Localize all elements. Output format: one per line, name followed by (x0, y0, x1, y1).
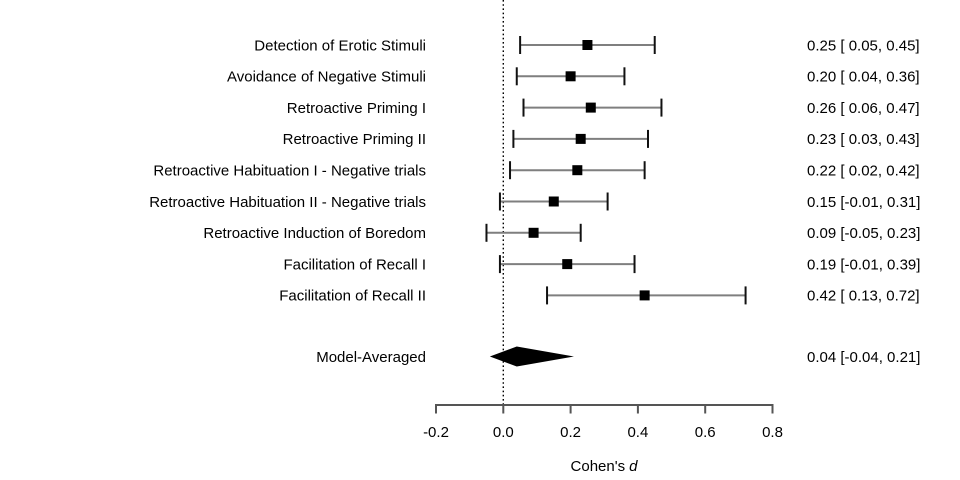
x-axis-title-italic: d (629, 458, 638, 475)
study-rows: Detection of Erotic Stimuli 0.25 [ 0.05, … (149, 36, 920, 305)
study-label: Retroactive Habituation II - Negative tr… (149, 194, 426, 211)
x-axis-tick: 0.4 (627, 405, 648, 441)
tick-label: 0.8 (762, 424, 783, 441)
estimate-value-text: 0.15 [-0.01, 0.31] (807, 194, 920, 211)
study-label: Avoidance of Negative Stimuli (227, 69, 426, 86)
summary-value-text: 0.04 [-0.04, 0.21] (807, 349, 920, 366)
study-row: Retroactive Habituation II - Negative tr… (149, 192, 920, 211)
estimate-value-text: 0.09 [-0.05, 0.23] (807, 225, 920, 242)
study-row: Facilitation of Recall II 0.42 [ 0.13, 0.… (279, 286, 920, 305)
study-label: Retroactive Induction of Boredom (203, 225, 426, 242)
x-axis-title: Cohen's d (571, 458, 639, 475)
study-row: Facilitation of Recall I 0.19 [-0.01, 0.3… (283, 255, 920, 273)
x-axis-tick: 0.0 (493, 405, 514, 441)
estimate-value-text: 0.20 [ 0.04, 0.36] (807, 69, 920, 86)
estimate-marker (548, 196, 559, 207)
estimate-marker (562, 259, 573, 270)
tick-label: 0.0 (493, 424, 514, 441)
estimate-marker (528, 227, 539, 238)
x-axis-ticks: -0.2 0.0 0.2 0.4 0.6 0.8 (423, 405, 783, 441)
tick-label: 0.6 (695, 424, 716, 441)
estimate-marker (565, 71, 576, 82)
estimate-value-text: 0.26 [ 0.06, 0.47] (807, 100, 920, 117)
study-row: Avoidance of Negative Stimuli 0.20 [ 0.04… (227, 67, 920, 86)
x-axis-tick: -0.2 (423, 405, 449, 441)
tick-label: 0.4 (627, 424, 648, 441)
x-axis-tick: 0.8 (762, 405, 783, 441)
estimate-marker (575, 133, 586, 144)
study-row: Retroactive Priming II 0.23 [ 0.03, 0.43] (283, 129, 920, 148)
estimate-marker (582, 40, 593, 50)
estimate-marker (585, 102, 596, 113)
tick-label: -0.2 (423, 424, 449, 441)
estimate-value-text: 0.42 [ 0.13, 0.72] (807, 288, 920, 305)
study-label: Facilitation of Recall I (283, 256, 426, 273)
study-row: Retroactive Induction of Boredom 0.09 [-0… (203, 223, 920, 242)
estimate-marker (639, 290, 650, 301)
study-row: Detection of Erotic Stimuli 0.25 [ 0.05, … (254, 36, 920, 54)
x-axis-tick: 0.6 (695, 405, 716, 441)
study-row: Retroactive Priming I 0.26 [ 0.06, 0.47] (287, 98, 920, 117)
study-row: Retroactive Habituation I - Negative tri… (153, 161, 920, 180)
estimate-value-text: 0.22 [ 0.02, 0.42] (807, 163, 920, 180)
x-axis-tick: 0.2 (560, 405, 581, 441)
x-axis: -0.2 0.0 0.2 0.4 0.6 0.8 Cohen's d (423, 404, 783, 475)
study-label: Retroactive Priming II (283, 131, 426, 148)
estimate-marker (572, 165, 583, 176)
estimate-value-text: 0.19 [-0.01, 0.39] (807, 256, 920, 273)
estimate-value-text: 0.25 [ 0.05, 0.45] (807, 37, 920, 54)
estimate-value-text: 0.23 [ 0.03, 0.43] (807, 131, 920, 148)
study-label: Retroactive Habituation I - Negative tri… (153, 163, 426, 180)
summary-diamond (489, 346, 574, 367)
summary-label: Model-Averaged (316, 349, 426, 366)
tick-label: 0.2 (560, 424, 581, 441)
summary-group: Model-Averaged 0.04 [-0.04, 0.21] (316, 346, 920, 367)
study-label: Detection of Erotic Stimuli (254, 37, 426, 54)
study-label: Facilitation of Recall II (279, 288, 426, 305)
x-axis-title-regular: Cohen's (571, 458, 626, 475)
study-label: Retroactive Priming I (287, 100, 426, 117)
